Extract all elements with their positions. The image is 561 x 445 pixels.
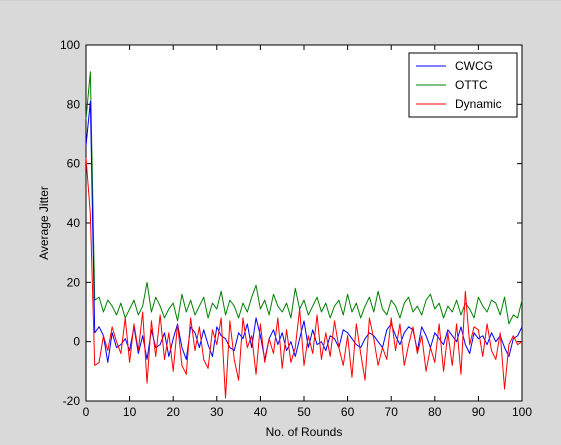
- y-axis-label: Average Jitter: [37, 186, 51, 260]
- x-tick-label: 10: [123, 405, 137, 419]
- y-tick-label: 100: [60, 38, 80, 52]
- x-tick-label: 30: [210, 405, 224, 419]
- x-tick-label: 60: [341, 405, 355, 419]
- legend-label-dynamic: Dynamic: [455, 97, 502, 111]
- x-tick-label: 100: [512, 405, 532, 419]
- y-tick-label: 40: [67, 216, 81, 230]
- figure-top-border: [0, 0, 561, 1]
- y-tick-label: 60: [67, 157, 81, 171]
- y-tick-label: -20: [63, 394, 81, 408]
- x-tick-label: 90: [472, 405, 486, 419]
- legend-label-cwcg: CWCG: [455, 59, 493, 73]
- x-tick-label: 50: [297, 405, 311, 419]
- series-lines: [85, 71, 523, 399]
- x-tick-label: 70: [385, 405, 399, 419]
- series-line-cwcg: [85, 100, 523, 363]
- legend: CWCG OTTC Dynamic: [408, 52, 518, 118]
- x-tick-label: 80: [428, 405, 442, 419]
- x-tick-label: 40: [254, 405, 268, 419]
- x-tick-label: 0: [83, 405, 90, 419]
- series-line-ottc: [85, 71, 523, 325]
- x-tick-label: 20: [167, 405, 181, 419]
- y-tick-label: 0: [73, 335, 80, 349]
- y-tick-label: 80: [67, 97, 81, 111]
- legend-label-ottc: OTTC: [455, 78, 488, 92]
- y-tick-label: 20: [67, 275, 81, 289]
- x-axis-label: No. of Rounds: [266, 425, 343, 439]
- series-line-dynamic: [85, 157, 523, 399]
